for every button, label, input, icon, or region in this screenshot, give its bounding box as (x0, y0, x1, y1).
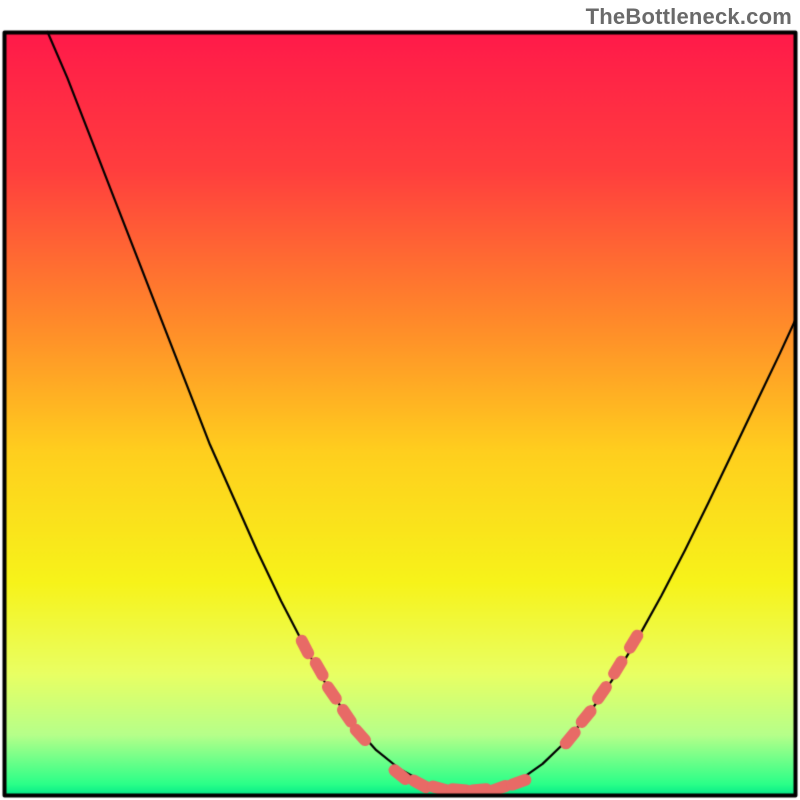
bottleneck-v-curve-plot (0, 0, 800, 800)
watermark-label: TheBottleneck.com (586, 4, 792, 30)
chart-container: TheBottleneck.com (0, 0, 800, 800)
